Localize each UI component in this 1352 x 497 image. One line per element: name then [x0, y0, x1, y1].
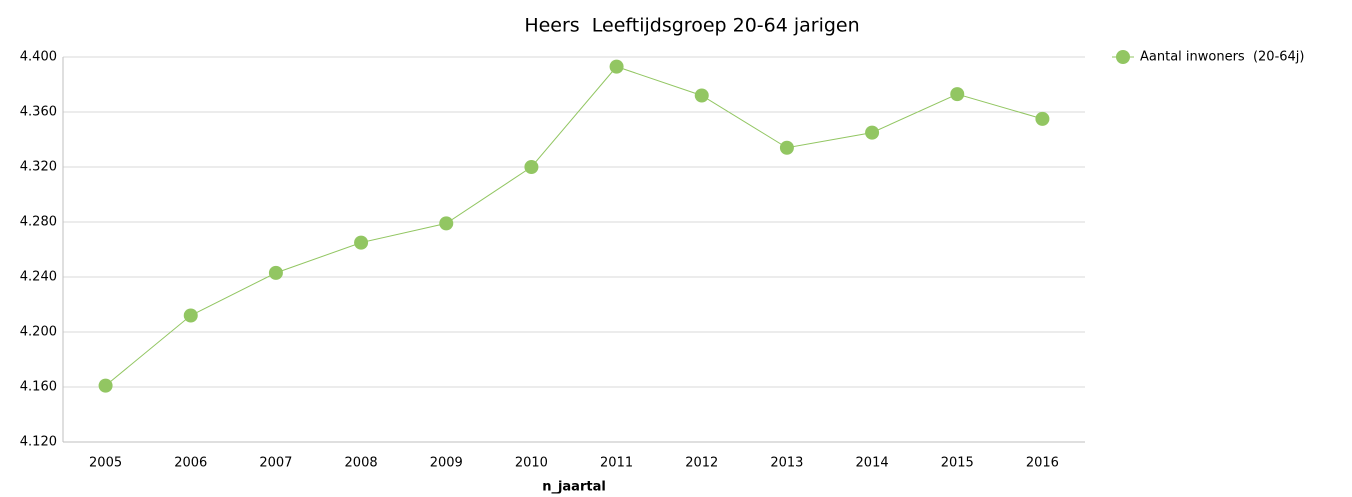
y-tick-label: 4.400	[20, 50, 57, 65]
data-point	[183, 308, 198, 323]
x-tick-label: 2011	[600, 456, 633, 471]
x-tick-label: 2005	[89, 456, 122, 471]
y-tick-label: 4.120	[20, 435, 57, 450]
x-tick-label: 2010	[515, 456, 548, 471]
x-tick-label: 2016	[1026, 456, 1059, 471]
data-point	[779, 140, 794, 155]
x-axis-title: n_jaartal	[542, 480, 606, 495]
series-line	[105, 66, 1043, 387]
legend-label: Aantal inwoners (20-64j)	[1140, 50, 1305, 65]
data-point	[524, 160, 539, 174]
data-point	[439, 216, 454, 231]
y-tick-label: 4.200	[20, 325, 57, 340]
x-tick-label: 2014	[856, 456, 889, 471]
data-point	[354, 235, 369, 250]
data-point	[609, 59, 624, 74]
y-tick-label: 4.360	[20, 105, 57, 120]
x-tick-label: 2013	[770, 456, 803, 471]
y-tick-label: 4.160	[20, 380, 57, 395]
y-tick-label: 4.320	[20, 160, 57, 175]
data-point	[950, 87, 965, 102]
data-point	[1035, 111, 1050, 126]
x-tick-label: 2008	[345, 456, 378, 471]
x-tick-label: 2012	[685, 456, 718, 471]
y-tick-label: 4.240	[20, 270, 57, 285]
data-point	[98, 378, 113, 393]
x-tick-label: 2015	[941, 456, 974, 471]
data-point	[694, 88, 709, 103]
y-tick-label: 4.280	[20, 215, 57, 230]
data-point	[268, 265, 283, 280]
chart-title: Heers Leeftijdsgroep 20-64 jarigen	[524, 15, 859, 37]
legend-marker	[1116, 50, 1130, 64]
x-tick-label: 2007	[259, 456, 292, 471]
x-tick-label: 2009	[430, 456, 463, 471]
data-point	[865, 125, 880, 140]
x-tick-label: 2006	[174, 456, 207, 471]
